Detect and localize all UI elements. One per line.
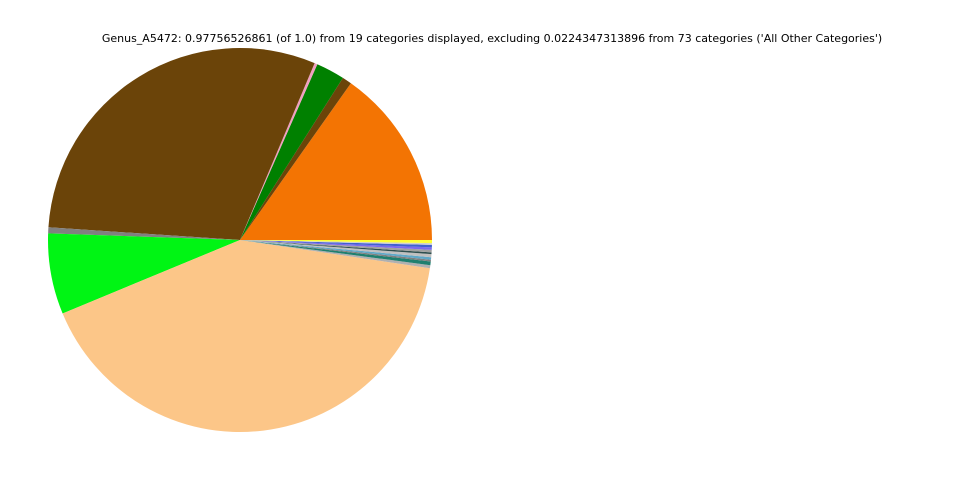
pie-slice (48, 227, 240, 240)
pie-slice (240, 240, 432, 250)
pie-slice (240, 240, 432, 244)
pie-slice (62, 240, 430, 432)
pie-slice (240, 64, 343, 240)
pie-slice (240, 63, 318, 240)
pie-slice (240, 240, 431, 269)
chart-title: Genus_A5472: 0.97756526861 (of 1.0) from… (102, 32, 882, 45)
pie-slice (240, 83, 432, 240)
pie-slice (240, 240, 432, 255)
pie-slice (240, 240, 432, 260)
pie-slice (240, 240, 432, 253)
pie-slice (240, 240, 431, 262)
pie-slice (240, 77, 351, 240)
pie-slice (48, 233, 240, 314)
pie-slice (48, 47, 315, 241)
pie-slice (240, 240, 431, 266)
pie-slice (240, 240, 432, 258)
pie-slice (240, 240, 432, 245)
pie-slice (240, 240, 432, 248)
